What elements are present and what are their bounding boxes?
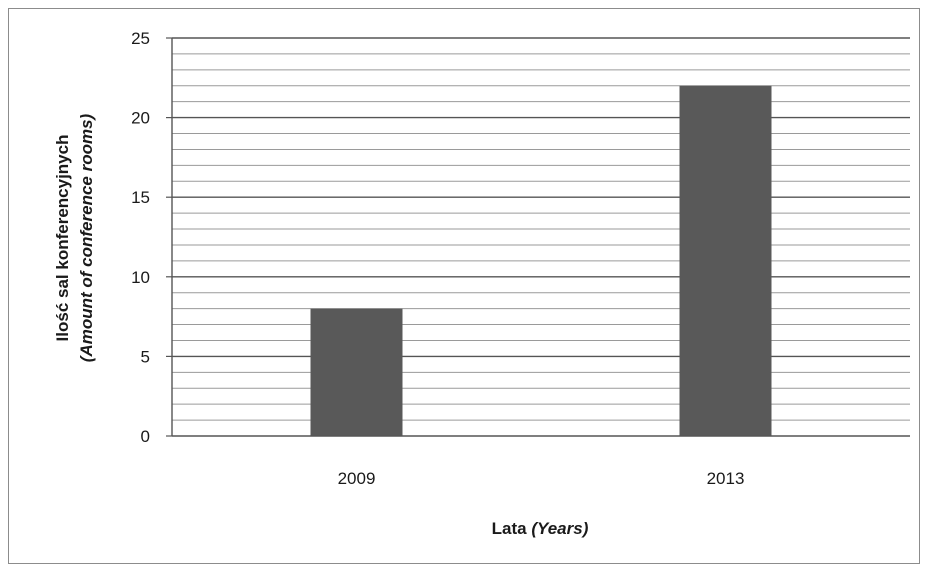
bars bbox=[310, 85, 772, 436]
x-axis-ticks: 2009 2013 bbox=[338, 469, 745, 488]
y-axis-ticks: 0 5 10 15 20 25 bbox=[131, 29, 172, 446]
x-tick-label: 2013 bbox=[707, 469, 745, 488]
bar-2009 bbox=[310, 308, 403, 436]
y-axis-title-italic: (Amount of conference rooms) bbox=[77, 113, 96, 362]
y-tick-label: 5 bbox=[141, 347, 150, 366]
x-tick-label: 2009 bbox=[338, 469, 376, 488]
x-axis-title: Lata (Years) bbox=[492, 519, 589, 538]
x-axis-title-italic: (Years) bbox=[531, 519, 588, 538]
y-tick-label: 10 bbox=[131, 268, 150, 287]
y-axis-title: Ilość sal konferencyjnych (Amount of con… bbox=[53, 113, 96, 362]
y-tick-label: 0 bbox=[141, 427, 150, 446]
y-tick-label: 20 bbox=[131, 109, 150, 128]
gridlines bbox=[172, 37, 910, 421]
x-axis-title-main: Lata bbox=[492, 519, 528, 538]
y-tick-label: 15 bbox=[131, 188, 150, 207]
y-axis-title-main: Ilość sal konferencyjnych bbox=[53, 135, 72, 342]
bar-2013 bbox=[679, 85, 772, 436]
y-tick-label: 25 bbox=[131, 29, 150, 48]
